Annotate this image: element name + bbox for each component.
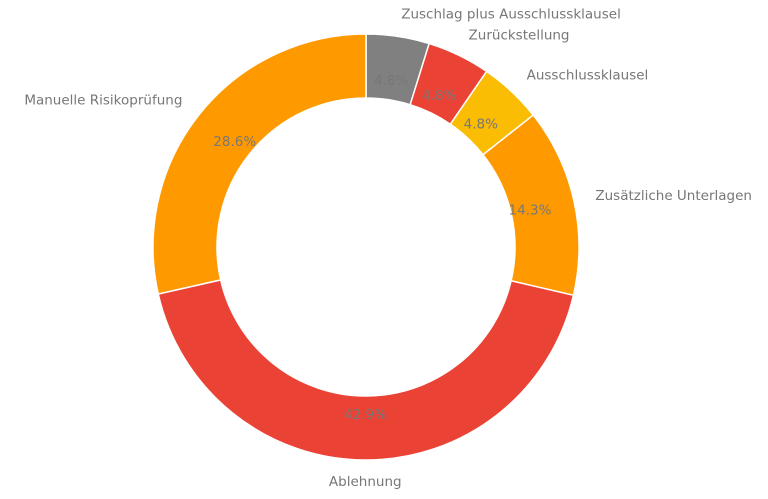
- percentage-labels: 4.8% 4.8% 4.8% 14.3% 42.9% 28.6%: [213, 73, 551, 423]
- category-labels: Zuschlag plus Ausschlussklausel Zurückste…: [24, 7, 752, 490]
- category-label-zurueckstellung: Zurückstellung: [469, 28, 570, 44]
- category-label-zusaetzliche-unterlagen: Zusätzliche Unterlagen: [595, 188, 752, 204]
- category-label-ausschlussklausel: Ausschlussklausel: [527, 67, 649, 83]
- pct-label-zurueckstellung: 4.8%: [422, 88, 456, 104]
- slice-manuelle-risikopruefung: [152, 33, 367, 295]
- pct-label-zuschlag-plus-ausschlussklausel: 4.8%: [374, 73, 408, 89]
- pct-label-ablehnung: 42.9%: [344, 407, 387, 423]
- pct-label-ausschlussklausel: 4.8%: [464, 116, 498, 132]
- category-label-manuelle-risikopruefung: Manuelle Risikoprüfung: [24, 92, 182, 108]
- slice-ablehnung: [157, 278, 575, 461]
- donut-slices: [152, 33, 580, 461]
- pct-label-zusaetzliche-unterlagen: 14.3%: [509, 202, 552, 218]
- category-label-zuschlag-plus-ausschlussklausel: Zuschlag plus Ausschlussklausel: [401, 7, 621, 23]
- category-label-ablehnung: Ablehnung: [329, 474, 402, 490]
- pct-label-manuelle-risikopruefung: 28.6%: [213, 134, 256, 150]
